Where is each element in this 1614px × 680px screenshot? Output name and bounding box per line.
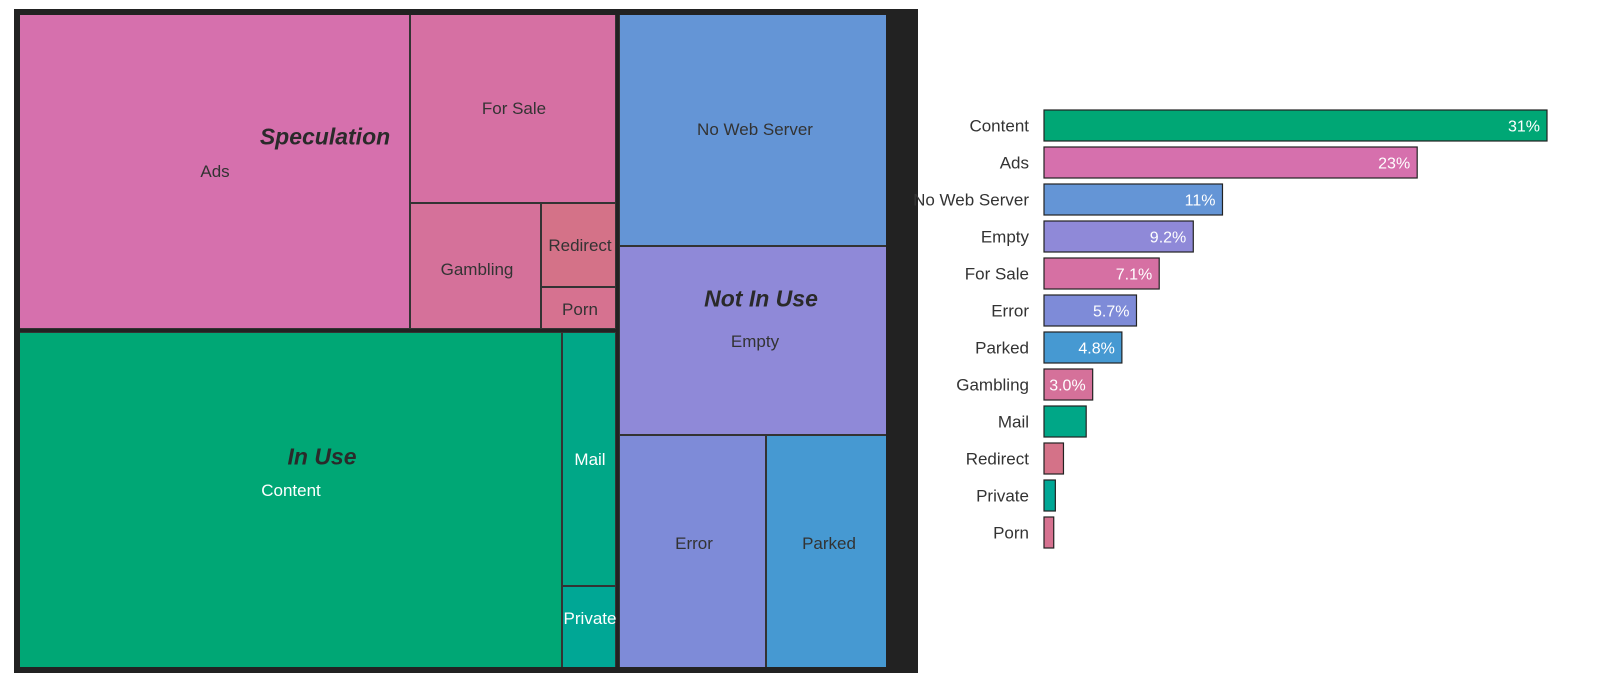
treemap-cell-label: Error (675, 534, 713, 553)
treemap-cell-label: Empty (730, 332, 780, 351)
treemap-cell-error: Error (619, 435, 766, 670)
bar-value-label: 23% (1378, 156, 1410, 173)
bar-value-label: 9.2% (1150, 230, 1186, 247)
bar-category-label: Content (969, 117, 1029, 136)
bar-value-label: 31% (1508, 119, 1540, 136)
bar-error (1043, 294, 1138, 327)
bar-parked (1043, 331, 1123, 364)
treemap-cell-label: Content (261, 481, 321, 500)
bar-empty (1043, 220, 1194, 253)
treemap-cell-gambling: Gambling (410, 203, 541, 329)
treemap-cell-parked: Parked (766, 435, 889, 670)
bar-porn (1043, 516, 1055, 549)
treemap-cell-private: Private (562, 586, 616, 670)
bar-category-label: Empty (981, 228, 1030, 247)
treemap-cell-porn: Porn (541, 287, 616, 329)
bar-gambling (1043, 368, 1094, 401)
bar-category-label: Ads (1000, 154, 1029, 173)
treemap-cell-empty: Empty (619, 246, 889, 435)
bar-value-label: 3.0% (1049, 378, 1085, 395)
treemap-cell-label: Gambling (440, 260, 514, 279)
treemap-cell-label: Private (563, 609, 617, 628)
treemap-cell-for-sale: For Sale (410, 12, 616, 203)
treemap-cell-mail: Mail (562, 332, 616, 586)
bar-category-label: Parked (975, 339, 1029, 358)
treemap-cell-no-web-server: No Web Server (619, 12, 889, 246)
treemap-cell-label: Ads (200, 162, 230, 181)
treemap-cell-redirect: Redirect (541, 203, 616, 287)
bar-category-label: Mail (998, 413, 1029, 432)
bar-category-label: Error (991, 302, 1029, 321)
treemap-cell-label: No Web Server (697, 120, 813, 139)
treemap-cell-label: Redirect (548, 236, 612, 255)
bar-category-label: For Sale (965, 265, 1029, 284)
treemap-group-label: Speculation (259, 123, 391, 150)
bar-category-label: Gambling (956, 376, 1029, 395)
treemap-group-label: In Use (287, 443, 357, 470)
treemap-cell-label: Porn (562, 300, 598, 319)
bar-ads (1043, 146, 1418, 179)
bar-no-web-server (1043, 183, 1224, 216)
bar-value-label: 4.8% (1078, 341, 1114, 358)
treemap-cell-label: Parked (802, 534, 856, 553)
treemap: Ads For Sale Gambling Redirect Porn Content Ma… (14, 9, 918, 673)
treemap-cell-content: Content (17, 332, 562, 670)
bar-value-label: 7.1% (1116, 267, 1152, 284)
treemap-cell-ads: Ads (17, 12, 410, 329)
bar-for-sale (1043, 257, 1160, 290)
bar-content (1043, 109, 1548, 142)
bar-value-label: 5.7% (1093, 304, 1129, 321)
bar-category-label: Private (976, 487, 1029, 506)
bar-category-label: No Web Server (913, 191, 1029, 210)
bar-category-label: Redirect (966, 450, 1030, 469)
bar-mail (1043, 405, 1087, 438)
bar-private (1043, 479, 1056, 512)
bar-redirect (1043, 442, 1065, 475)
bar-category-label: Porn (993, 524, 1029, 543)
treemap-cell-label: For Sale (481, 99, 547, 118)
bar-value-label: 11% (1185, 193, 1216, 210)
treemap-group-label: Not In Use (704, 285, 818, 312)
treemap-cell-label: Mail (574, 450, 606, 469)
